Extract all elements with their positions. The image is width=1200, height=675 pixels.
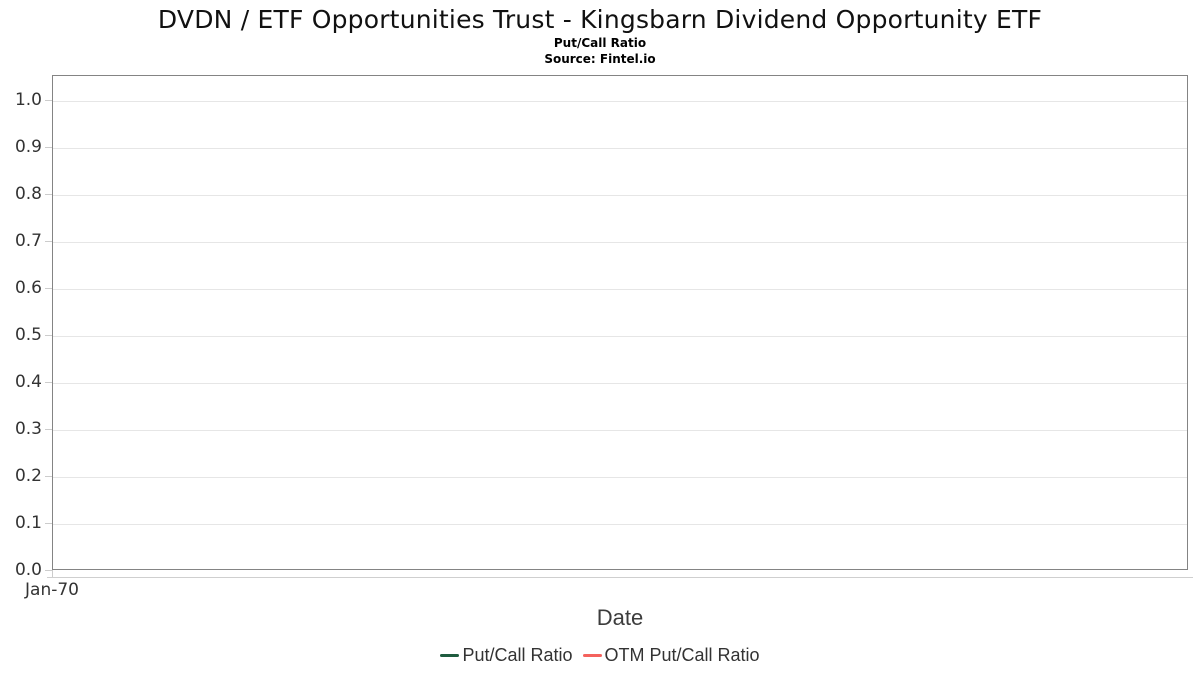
y-tick-label: 0.0 bbox=[14, 560, 42, 580]
x-axis-line bbox=[47, 577, 1193, 578]
gridline bbox=[53, 383, 1187, 384]
y-tick-label: 0.1 bbox=[14, 513, 42, 533]
gridline bbox=[53, 242, 1187, 243]
x-axis-tick bbox=[52, 570, 53, 577]
y-axis-tick bbox=[45, 382, 52, 383]
gridline bbox=[53, 430, 1187, 431]
y-axis-tick bbox=[45, 288, 52, 289]
legend-label: OTM Put/Call Ratio bbox=[604, 645, 760, 665]
y-tick-label: 0.8 bbox=[14, 184, 42, 204]
y-axis-tick bbox=[45, 523, 52, 524]
x-tick-label: Jan-70 bbox=[25, 580, 79, 600]
y-axis-tick bbox=[45, 147, 52, 148]
y-axis-tick bbox=[45, 429, 52, 430]
y-tick-label: 0.9 bbox=[14, 137, 42, 157]
y-axis-tick bbox=[45, 476, 52, 477]
y-tick-label: 0.7 bbox=[14, 231, 42, 251]
plot-area bbox=[52, 75, 1188, 570]
chart-legend: Put/Call Ratio OTM Put/Call Ratio bbox=[0, 645, 1200, 666]
y-tick-label: 0.4 bbox=[14, 372, 42, 392]
y-tick-label: 0.2 bbox=[14, 466, 42, 486]
gridline bbox=[53, 524, 1187, 525]
y-axis-tick bbox=[45, 194, 52, 195]
chart-subtitle: Put/Call Ratio bbox=[553, 36, 647, 50]
y-axis-tick bbox=[45, 241, 52, 242]
gridline bbox=[53, 336, 1187, 337]
chart-title: DVDN / ETF Opportunities Trust - Kingsba… bbox=[157, 5, 1043, 34]
legend-item-put-call-ratio[interactable]: Put/Call Ratio bbox=[440, 645, 573, 666]
y-tick-label: 0.5 bbox=[14, 325, 42, 345]
gridline bbox=[53, 148, 1187, 149]
y-tick-label: 1.0 bbox=[14, 90, 42, 110]
line-swatch-icon bbox=[440, 654, 460, 657]
y-axis-tick bbox=[45, 335, 52, 336]
y-tick-label: 0.6 bbox=[14, 278, 42, 298]
gridline bbox=[53, 195, 1187, 196]
legend-item-otm-put-call-ratio[interactable]: OTM Put/Call Ratio bbox=[582, 645, 760, 666]
gridline bbox=[53, 477, 1187, 478]
y-axis-tick bbox=[45, 570, 52, 571]
chart-source-label: Source: Fintel.io bbox=[544, 52, 656, 66]
y-tick-label: 0.3 bbox=[14, 419, 42, 439]
y-axis-tick bbox=[45, 100, 52, 101]
legend-label: Put/Call Ratio bbox=[462, 645, 573, 665]
gridline bbox=[53, 101, 1187, 102]
gridline bbox=[53, 289, 1187, 290]
x-axis-title: Date bbox=[596, 605, 644, 630]
line-swatch-icon bbox=[582, 654, 602, 657]
